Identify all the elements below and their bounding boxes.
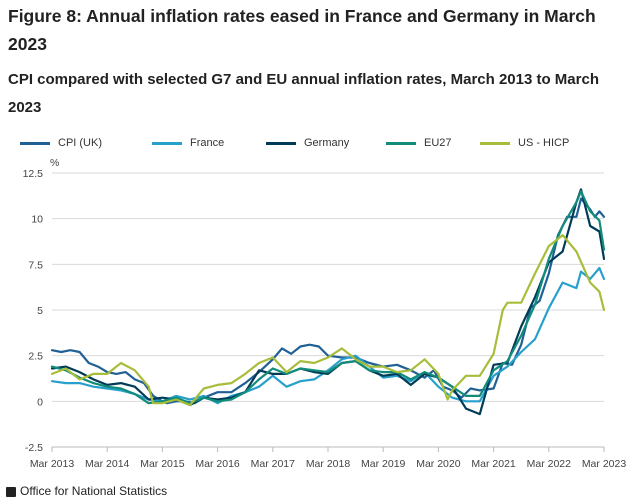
series-line-cpi-uk — [50, 197, 606, 405]
y-tick-label: -2.5 — [25, 442, 43, 454]
x-tick-label: Mar 2014 — [85, 458, 130, 470]
footer-source: Office for National Statistics — [20, 484, 168, 498]
x-tick-label: Mar 2020 — [416, 458, 461, 470]
y-tick-label: 10 — [31, 214, 43, 226]
ons-logo-icon — [6, 487, 16, 497]
y-tick-label: 0 — [37, 396, 43, 408]
y-axis-unit-label: % — [50, 157, 59, 169]
legend-swatch-cpi-uk — [20, 141, 50, 145]
chart-legend: CPI (UK) France Germany EU27 US - HICP — [20, 133, 630, 153]
legend-item-germany: Germany — [266, 133, 349, 153]
x-tick-label: Mar 2013 — [30, 458, 75, 470]
legend-item-eu27: EU27 — [386, 133, 452, 153]
legend-swatch-eu27 — [386, 141, 416, 145]
y-tick-label: 7.5 — [28, 259, 43, 271]
line-chart: -2.5 0 2.5 5 7.5 10 12.5% Mar 2013 Mar 2014 Mar 2… — [23, 157, 627, 470]
legend-label-us-hicp: US - HICP — [518, 137, 570, 149]
legend-item-us-hicp: US - HICP — [480, 133, 569, 153]
legend-label-eu27: EU27 — [424, 137, 452, 149]
series-line-eu27 — [50, 190, 606, 405]
y-tick-label: 12.5 — [23, 168, 44, 180]
legend-item-cpi-uk: CPI (UK) — [20, 133, 102, 153]
legend-label-germany: Germany — [304, 137, 350, 149]
x-tick-label: Mar 2015 — [140, 458, 185, 470]
x-tick-label: Mar 2022 — [527, 458, 572, 470]
legend-label-france: France — [190, 137, 225, 149]
x-tick-label: Mar 2019 — [361, 458, 406, 470]
legend-swatch-us-hicp — [480, 141, 510, 145]
legend-item-france: France — [152, 133, 224, 153]
footer: Office for National Statistics — [0, 483, 634, 501]
chart-title: Figure 8: Annual inflation rates eased i… — [8, 6, 596, 54]
legend-label-cpi-uk: CPI (UK) — [58, 137, 102, 149]
x-tick-label: Mar 2016 — [195, 458, 240, 470]
x-tick-label: Mar 2021 — [471, 458, 516, 470]
legend-swatch-germany — [266, 141, 296, 145]
y-tick-label: 5 — [37, 305, 43, 317]
y-tick-label: 2.5 — [28, 351, 43, 363]
series-line-us-hicp — [50, 234, 606, 407]
x-tick-label: Mar 2017 — [251, 458, 296, 470]
x-tick-label: Mar 2023 — [582, 458, 627, 470]
chart-subtitle: CPI compared with selected G7 and EU ann… — [8, 71, 599, 116]
x-tick-label: Mar 2018 — [306, 458, 351, 470]
legend-swatch-france — [152, 141, 182, 145]
